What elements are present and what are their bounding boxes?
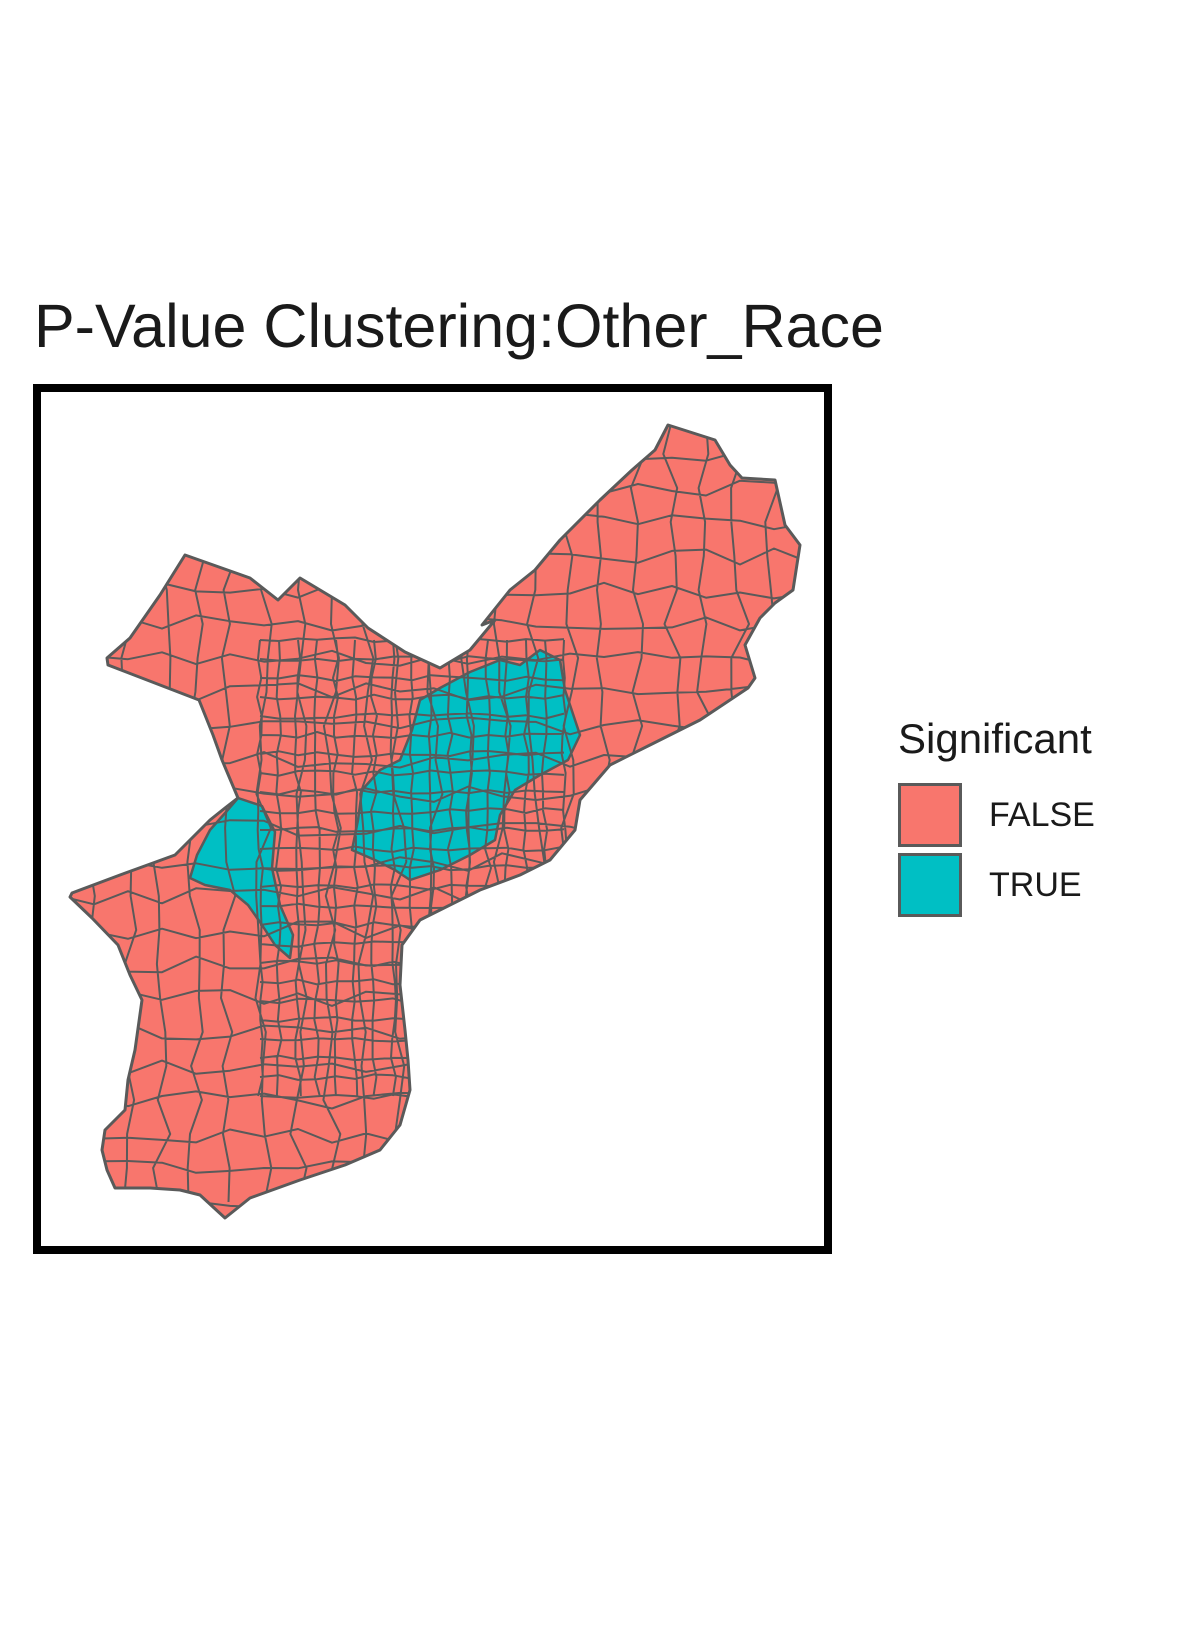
legend-item-true: TRUE	[898, 850, 1095, 920]
legend-item-false: FALSE	[898, 780, 1095, 850]
significant-cluster-northeast	[350, 648, 582, 882]
legend-label-false: FALSE	[989, 795, 1095, 834]
legend-title: Significant	[898, 715, 1092, 762]
legend-key-true	[898, 853, 962, 917]
legend-label-true: TRUE	[989, 865, 1082, 904]
legend: Significant FALSE TRUE	[898, 718, 1095, 920]
legend-key-false	[898, 783, 962, 847]
map-title: P-Value Clustering:Other_Race	[34, 292, 884, 360]
map-panel-border	[33, 384, 832, 1254]
